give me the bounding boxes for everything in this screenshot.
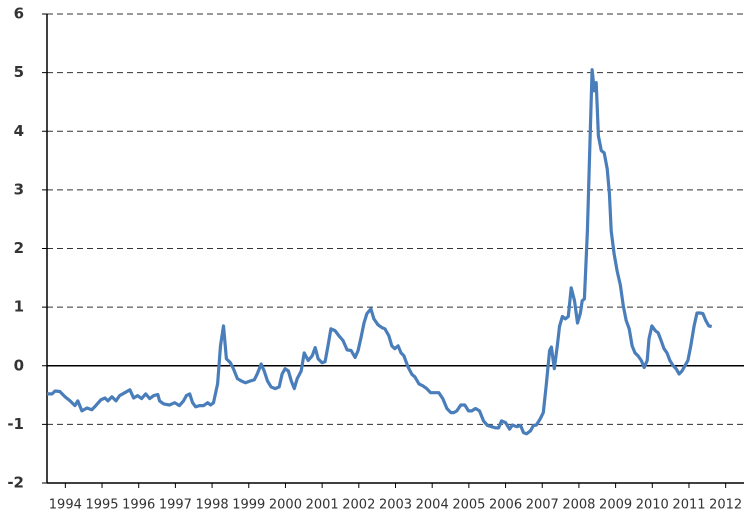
y-tick-label: 2 <box>14 239 24 257</box>
y-tick-label: 6 <box>14 5 24 23</box>
x-tick-label: 1996 <box>122 498 155 513</box>
y-tick-label: -1 <box>7 415 24 433</box>
x-tick-label: 2012 <box>709 498 742 513</box>
x-tick-label: 1999 <box>232 498 265 513</box>
y-tick-label: 1 <box>14 298 24 316</box>
x-tick-label: 2009 <box>599 498 632 513</box>
y-tick-label: 3 <box>14 180 24 198</box>
x-tick-label: 2002 <box>342 498 375 513</box>
x-tick-label: 2007 <box>526 498 559 513</box>
x-tick-label: 1997 <box>159 498 192 513</box>
y-tick-label: 4 <box>14 122 24 140</box>
x-tick-label: 1994 <box>49 498 82 513</box>
y-tick-label: 0 <box>14 356 24 374</box>
x-tick-label: 2006 <box>489 498 522 513</box>
x-tick-label: 1998 <box>196 498 229 513</box>
x-tick-label: 2001 <box>306 498 339 513</box>
x-tick-label: 1995 <box>85 498 118 513</box>
x-tick-label: 2008 <box>562 498 595 513</box>
x-tick-label: 2010 <box>636 498 669 513</box>
x-axis-labels: 1994 1995 1996 1997 1998 1999 2000 2001 2002 2003… <box>49 498 742 513</box>
x-tick-label: 2005 <box>452 498 485 513</box>
x-tick-label: 2011 <box>672 498 705 513</box>
data-line <box>47 68 713 436</box>
y-tick-label: 5 <box>14 63 24 81</box>
x-tick-label: 2003 <box>379 498 412 513</box>
x-tick-label: 2000 <box>269 498 302 513</box>
y-tick-label: -2 <box>7 474 24 492</box>
x-tick-label: 2004 <box>416 498 449 513</box>
